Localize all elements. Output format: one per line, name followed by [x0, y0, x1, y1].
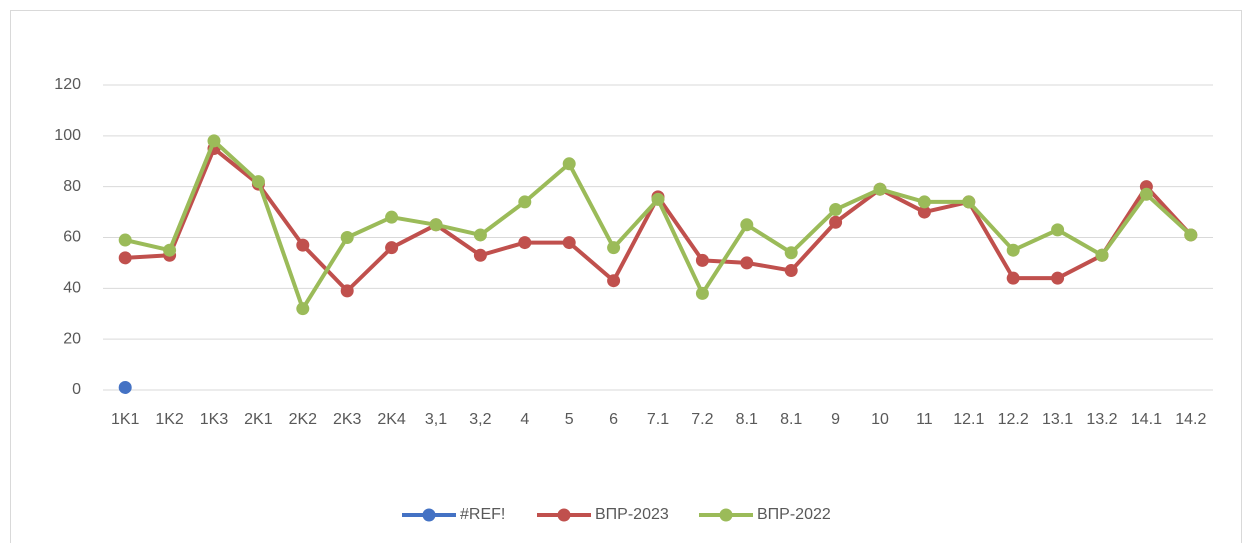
- legend-marker: [557, 508, 571, 522]
- x-tick-label: 3,2: [469, 411, 491, 428]
- data-point: [385, 241, 399, 255]
- data-point: [518, 195, 532, 209]
- data-point: [1184, 228, 1198, 242]
- data-point: [873, 182, 887, 196]
- data-point: [829, 203, 843, 217]
- x-tick-label: 7.2: [691, 411, 713, 428]
- x-tick-label: 13.2: [1086, 411, 1117, 428]
- x-tick-label: 12.1: [953, 411, 984, 428]
- data-point: [1095, 248, 1109, 262]
- y-tick-label: 0: [72, 381, 81, 398]
- x-tick-label: 8.1: [736, 411, 758, 428]
- data-point: [118, 251, 132, 265]
- x-tick-label: 2K3: [333, 411, 362, 428]
- x-tick-label: 8.1: [780, 411, 802, 428]
- data-point: [784, 264, 798, 278]
- data-point: [607, 274, 621, 288]
- legend-label: #REF!: [460, 506, 505, 523]
- data-point: [296, 238, 310, 252]
- x-tick-label: 1K3: [200, 411, 229, 428]
- x-tick-label: 4: [520, 411, 529, 428]
- data-point: [1006, 271, 1020, 285]
- data-point: [784, 246, 798, 260]
- data-point: [962, 195, 976, 209]
- data-point: [340, 231, 354, 244]
- data-point: [829, 215, 843, 229]
- x-tick-label: 5: [565, 411, 574, 428]
- x-tick-label: 13.1: [1042, 411, 1073, 428]
- data-point: [385, 210, 399, 224]
- y-tick-label: 120: [54, 76, 81, 93]
- data-point: [562, 157, 576, 171]
- x-tick-label: 14.1: [1131, 411, 1162, 428]
- legend-marker: [719, 508, 733, 522]
- data-point: [207, 134, 221, 148]
- data-point: [473, 228, 487, 242]
- x-tick-label: 7.1: [647, 411, 669, 428]
- y-tick-label: 80: [63, 178, 81, 195]
- x-tick-label: 6: [609, 411, 618, 428]
- data-point: [518, 236, 532, 250]
- data-point: [118, 233, 132, 247]
- x-tick-label: 2K4: [377, 411, 406, 428]
- y-tick-label: 100: [54, 127, 81, 144]
- x-tick-label: 9: [831, 411, 840, 428]
- data-point: [296, 302, 310, 316]
- legend-label: ВПР-2023: [595, 506, 669, 523]
- data-point: [1051, 271, 1065, 285]
- x-tick-label: 2K2: [289, 411, 318, 428]
- data-point: [429, 218, 443, 232]
- x-tick-label: 1K2: [155, 411, 184, 428]
- x-tick-label: 3,1: [425, 411, 447, 428]
- data-point: [740, 218, 754, 232]
- data-point: [1051, 223, 1065, 237]
- x-tick-label: 12.2: [998, 411, 1029, 428]
- data-point: [1006, 243, 1020, 257]
- data-point: [473, 248, 487, 262]
- data-point: [740, 256, 754, 270]
- data-point: [917, 195, 931, 209]
- y-tick-label: 40: [63, 280, 81, 297]
- data-point: [695, 253, 709, 267]
- data-point: [651, 192, 665, 206]
- x-tick-label: 2K1: [244, 411, 273, 428]
- legend-marker: [422, 508, 436, 522]
- x-tick-label: 11: [916, 411, 933, 428]
- y-tick-label: 60: [63, 229, 81, 246]
- data-point: [340, 284, 354, 298]
- x-tick-label: 14.2: [1175, 411, 1206, 428]
- data-point: [1139, 187, 1153, 201]
- data-point: [695, 286, 709, 300]
- y-tick-label: 20: [63, 330, 81, 347]
- data-point: [163, 243, 177, 257]
- data-point: [917, 205, 931, 219]
- legend-label: ВПР-2022: [757, 506, 831, 523]
- data-point: [118, 380, 132, 394]
- data-point: [562, 236, 576, 250]
- data-point: [607, 241, 621, 255]
- x-tick-label: 10: [871, 411, 889, 428]
- data-point: [251, 175, 265, 189]
- x-tick-label: 1K1: [111, 411, 140, 428]
